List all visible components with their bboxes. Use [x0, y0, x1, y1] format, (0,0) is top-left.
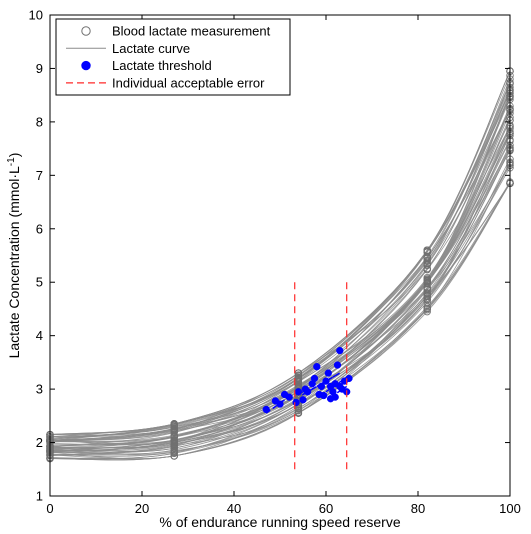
y-tick-label: 4 — [36, 328, 43, 343]
measurement-point — [294, 374, 303, 382]
threshold-error-segment — [311, 375, 336, 390]
y-tick-label: 5 — [36, 275, 43, 290]
legend-label: Blood lactate measurement — [112, 24, 271, 39]
threshold-point — [317, 382, 326, 391]
lactate-curve — [49, 163, 511, 456]
lactate-curve — [49, 183, 511, 461]
lactate-curve — [49, 70, 511, 436]
lactate-curve — [49, 112, 511, 449]
measurement-point — [423, 296, 431, 304]
measurement-point — [423, 246, 431, 254]
legend-label: Lactate threshold — [112, 58, 212, 73]
measurement-point — [423, 256, 431, 264]
lactate-curves — [49, 70, 511, 461]
lactate-curve — [49, 183, 511, 457]
lactate-curve — [49, 162, 511, 455]
threshold-point — [276, 400, 284, 408]
measurement-point — [423, 277, 431, 285]
measurement-point — [170, 442, 178, 451]
threshold-point — [322, 377, 330, 385]
measurement-point — [423, 290, 431, 298]
lactate-curve — [49, 148, 511, 457]
measurement-point — [423, 285, 431, 294]
legend-marker-threshold — [81, 60, 91, 71]
threshold-point — [303, 388, 312, 396]
measurement-point — [170, 438, 178, 446]
threshold-point — [336, 382, 344, 391]
measurement-point — [294, 406, 303, 415]
measurement-point — [423, 304, 431, 313]
measurement-point — [423, 294, 431, 302]
measurement-point — [170, 421, 178, 429]
legend-label: Individual acceptable error — [112, 75, 265, 90]
y-tick-label: 6 — [36, 221, 43, 236]
lactate-curve — [49, 89, 511, 442]
x-axis-ticks: 0 20 40 60 80 100 — [46, 15, 521, 516]
measurement-point — [170, 425, 178, 433]
lactate-curve — [49, 183, 511, 461]
threshold-point — [333, 361, 342, 369]
lactate-curve — [49, 183, 511, 460]
y-tick-label: 10 — [29, 8, 43, 23]
lactate-curve — [49, 126, 511, 453]
measurement-point — [423, 307, 431, 316]
y-axis-label-unit-exponent: -1 — [6, 157, 17, 166]
threshold-point — [292, 398, 300, 407]
threshold-point — [310, 374, 319, 383]
x-tick-label: 40 — [227, 501, 241, 516]
threshold-point — [313, 363, 321, 371]
measurement-point — [170, 447, 178, 455]
legend-label: Lactate curve — [112, 41, 190, 56]
x-tick-label: 100 — [499, 501, 521, 516]
legend-marker-measurement — [81, 26, 91, 36]
y-axis-label-close: ) — [6, 153, 22, 158]
threshold-point — [336, 346, 344, 355]
y-tick-label: 2 — [36, 435, 43, 450]
y-tick-label: 9 — [36, 61, 43, 76]
x-tick-label: 80 — [411, 501, 425, 516]
threshold-point — [320, 391, 328, 400]
threshold-point — [299, 396, 307, 404]
measurement-point — [170, 452, 178, 460]
lactate-curve — [49, 70, 511, 436]
y-axis-label: Lactate Concentration (mmol·L-1) — [6, 153, 22, 359]
x-axis-label: % of endurance running speed reserve — [159, 514, 400, 530]
threshold-point — [262, 405, 270, 414]
measurement-point — [294, 372, 303, 380]
measurement-point — [170, 428, 178, 437]
lactate-threshold-points — [262, 346, 353, 414]
threshold-point — [324, 369, 332, 377]
lactate-curve — [49, 95, 511, 436]
legend: Blood lactate measurement Lactate curve La… — [55, 18, 291, 96]
y-axis-ticks: 1 2 3 4 5 6 7 8 9 10 — [29, 8, 510, 504]
x-tick-label: 60 — [319, 501, 333, 516]
threshold-point — [331, 393, 339, 401]
threshold-point — [294, 388, 303, 396]
x-tick-label: 20 — [135, 501, 149, 516]
measurement-point — [423, 261, 431, 270]
y-tick-label: 7 — [36, 168, 43, 183]
measurement-point — [294, 408, 303, 417]
x-tick-label: 0 — [46, 501, 53, 516]
lactate-curve — [49, 165, 511, 456]
y-tick-label: 3 — [36, 382, 43, 397]
measurement-point — [170, 423, 178, 431]
threshold-point — [285, 393, 293, 401]
y-tick-label: 8 — [36, 114, 43, 129]
plot-frame — [49, 14, 511, 497]
measurement-point — [423, 264, 431, 273]
y-axis-label-main: Lactate Concentration (mmol·L — [6, 166, 22, 358]
lactate-curve — [49, 75, 511, 441]
y-tick-label: 1 — [36, 489, 43, 504]
lactate-curve — [49, 164, 511, 459]
measurement-point — [423, 275, 431, 283]
